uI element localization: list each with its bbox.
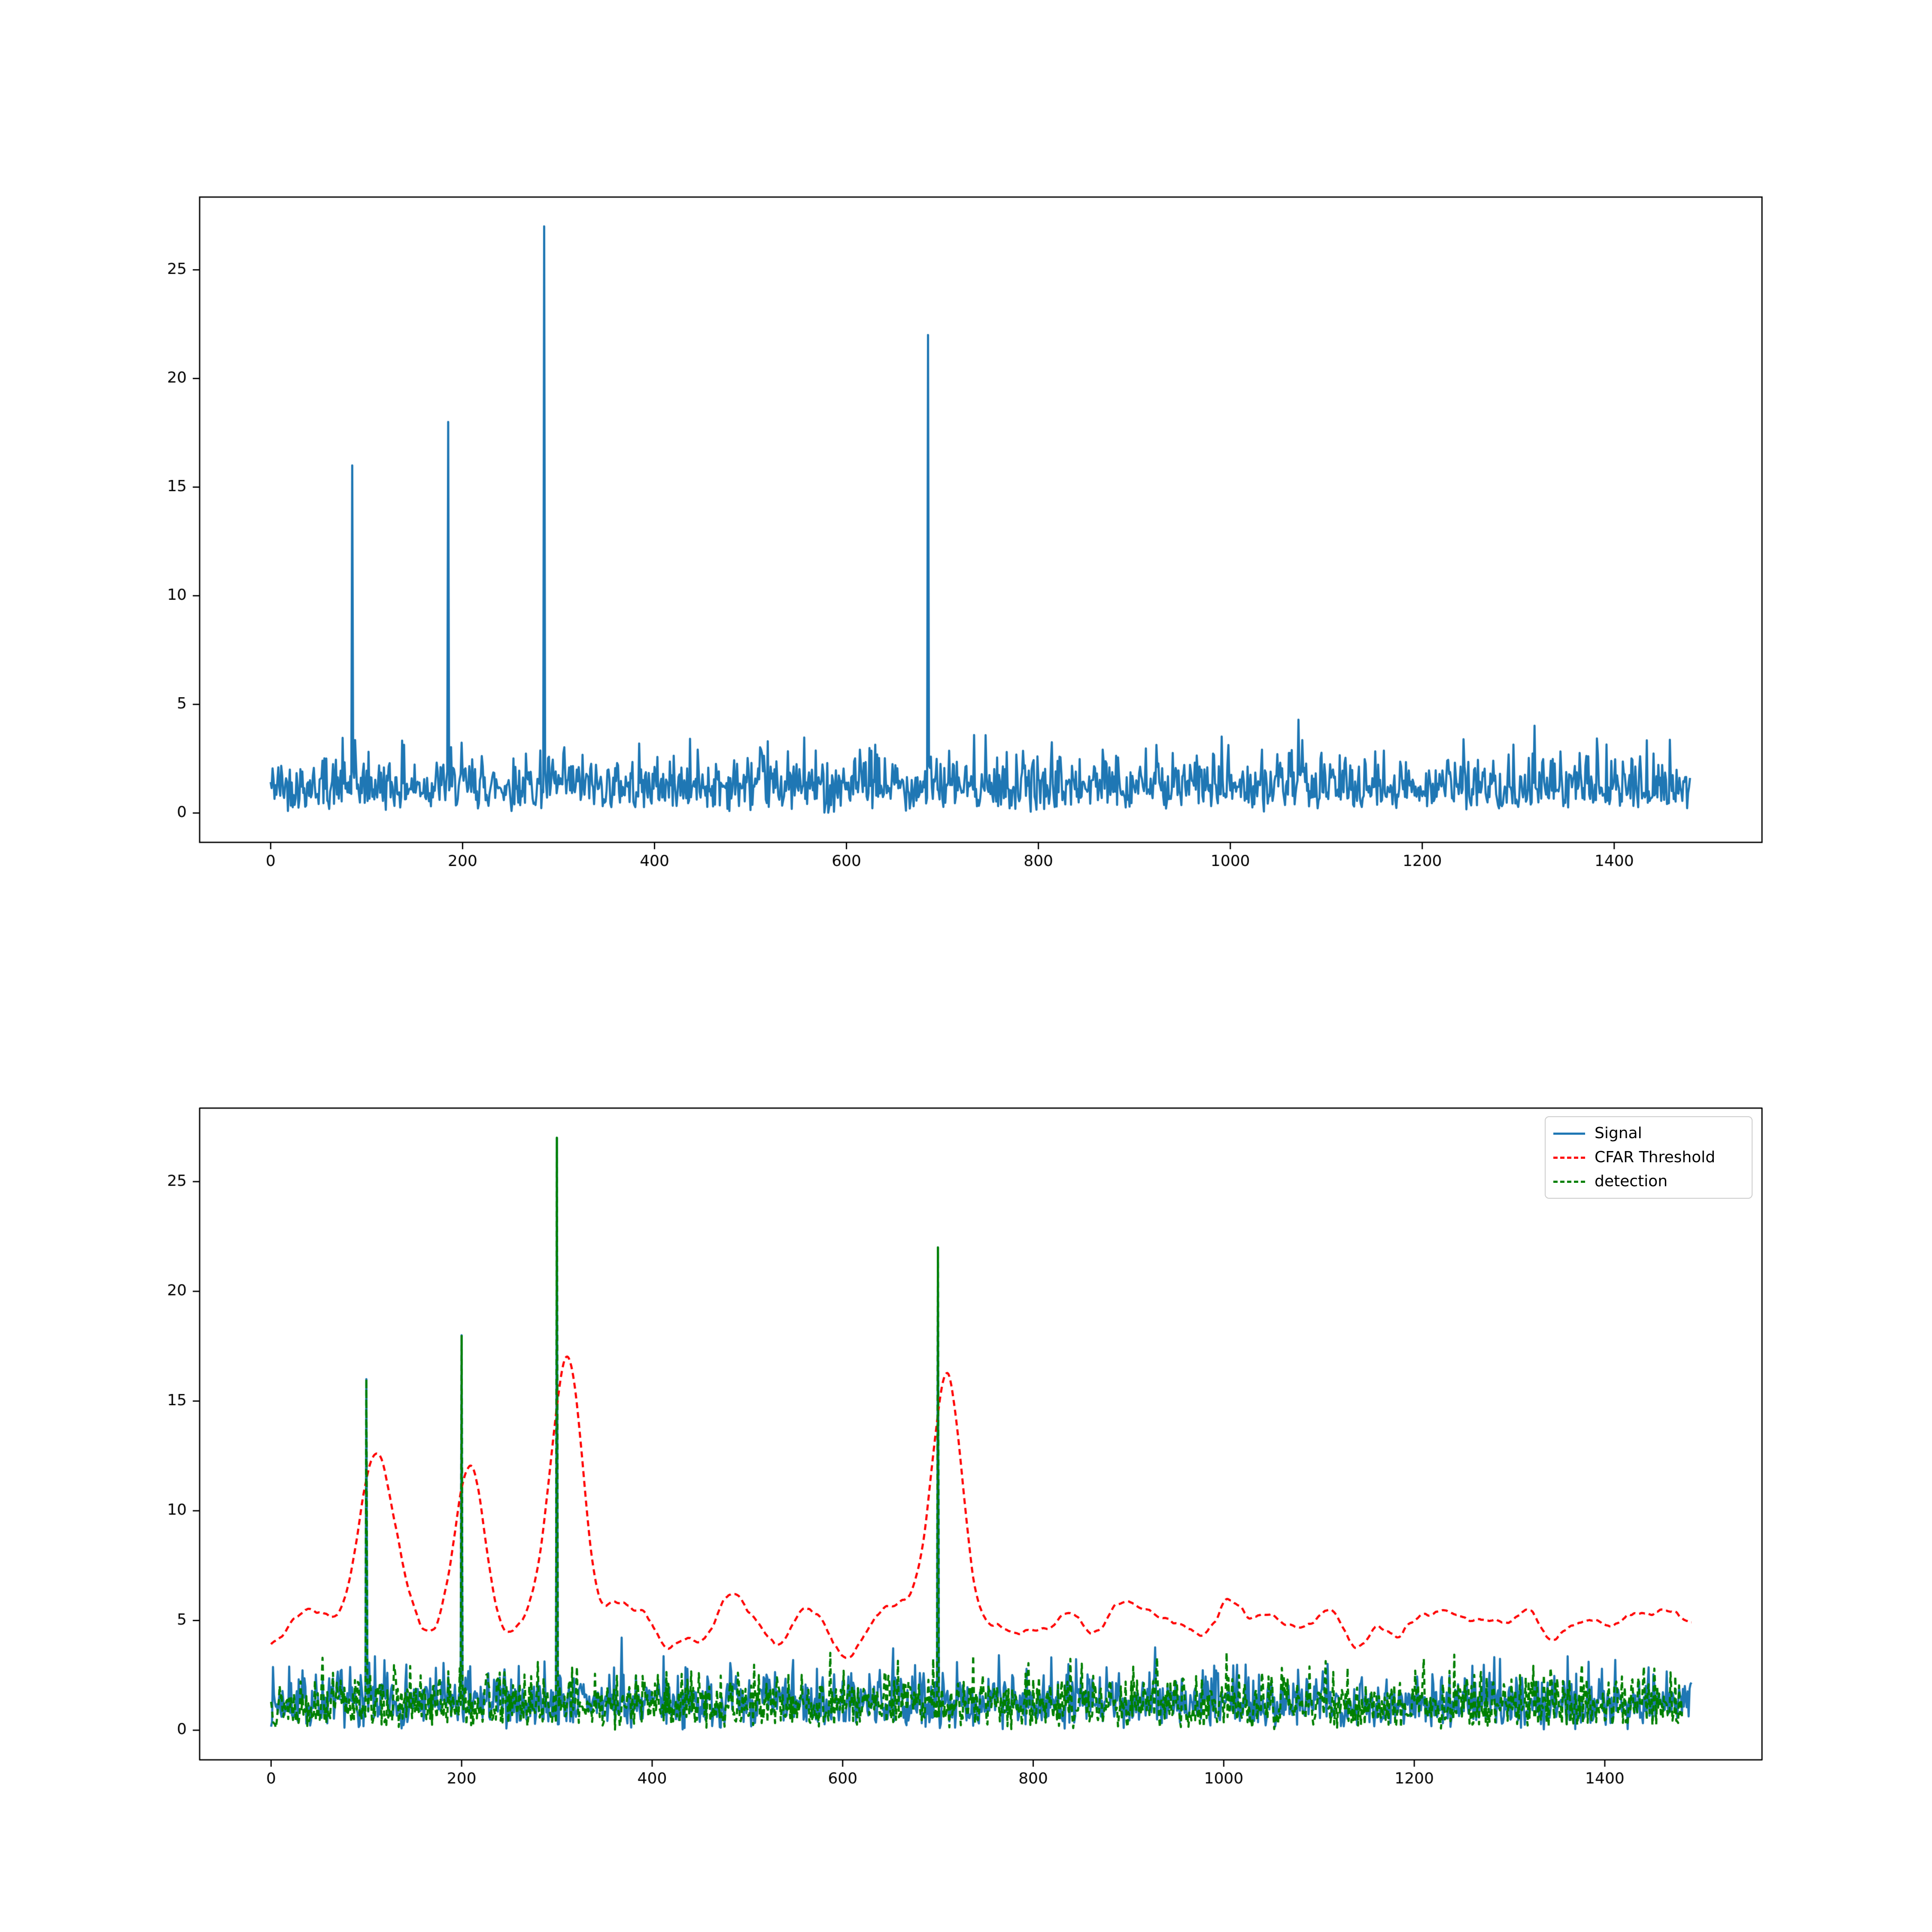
detection-line-icon (1553, 1180, 1585, 1183)
signal-line-icon (1553, 1132, 1585, 1135)
legend-item-detection: detection (1553, 1172, 1744, 1191)
legend-item-signal: Signal (1553, 1124, 1744, 1143)
legend-label-detection: detection (1595, 1173, 1668, 1190)
legend-item-cfar-threshold: CFAR Threshold (1553, 1148, 1744, 1167)
legend: Signal CFAR Threshold detection (1545, 1116, 1753, 1199)
cfar-threshold-line-icon (1553, 1156, 1585, 1159)
legend-label-cfar-threshold: CFAR Threshold (1595, 1148, 1716, 1166)
legend-label-signal: Signal (1595, 1124, 1642, 1142)
